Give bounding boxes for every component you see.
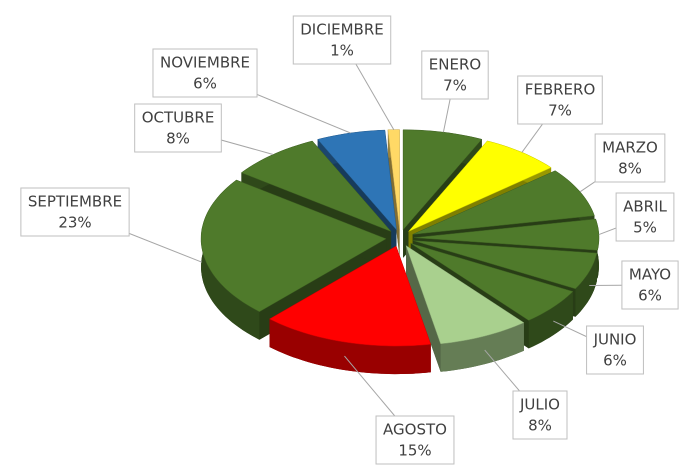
slice — [405, 244, 525, 372]
label-box — [594, 133, 666, 183]
category-label: ABRIL — [623, 198, 667, 216]
slice-wall — [440, 322, 524, 372]
value-label: 5% — [633, 219, 657, 237]
value-label: 23% — [58, 214, 91, 232]
data-label: ENERO 7% — [421, 50, 489, 133]
label-box — [375, 415, 455, 465]
slice-top — [387, 129, 400, 230]
label-box — [152, 48, 258, 98]
value-label: 6% — [638, 287, 662, 305]
slice — [268, 245, 432, 375]
category-label: JUNIO — [593, 331, 637, 349]
label-box — [586, 325, 644, 375]
value-label: 8% — [528, 417, 552, 435]
label-box — [292, 15, 392, 65]
category-label: SEPTIEMBRE — [28, 193, 122, 211]
data-label: JULIO 8% — [484, 349, 568, 440]
value-label: 6% — [193, 75, 217, 93]
value-label: 7% — [548, 102, 572, 120]
slice-side — [406, 245, 441, 372]
data-label: MARZO 8% — [579, 133, 666, 193]
data-label: SEPTIEMBRE 23% — [20, 187, 203, 263]
slice-top — [268, 245, 432, 347]
label-box — [621, 260, 679, 310]
data-label: ABRIL 5% — [598, 192, 675, 242]
slice-top — [240, 140, 392, 232]
slice-wall — [269, 319, 431, 375]
data-label: JUNIO 6% — [553, 320, 644, 375]
value-label: 7% — [443, 77, 467, 95]
value-label: 6% — [603, 352, 627, 370]
data-label: MAYO 6% — [589, 260, 679, 310]
slice-side — [387, 129, 400, 258]
value-label: 8% — [166, 130, 190, 148]
category-label: JULIO — [519, 396, 560, 414]
label-box — [134, 103, 222, 153]
label-box — [20, 187, 130, 237]
label-box — [512, 390, 568, 440]
category-label: OCTUBRE — [142, 109, 215, 127]
slice-wall — [528, 291, 573, 349]
category-label: MARZO — [602, 139, 658, 157]
label-box — [517, 75, 603, 125]
value-label: 15% — [398, 442, 431, 460]
label-box — [421, 50, 489, 100]
data-label: OCTUBRE 8% — [134, 103, 274, 155]
category-label: ENERO — [429, 56, 481, 74]
value-label: 1% — [330, 42, 354, 60]
data-label: NOVIEMBRE 6% — [152, 48, 351, 134]
data-label: DICIEMBRE 1% — [292, 15, 395, 130]
category-label: MAYO — [629, 266, 671, 284]
slice-top — [413, 240, 598, 290]
slice-top — [413, 218, 600, 251]
value-label: 8% — [618, 160, 642, 178]
data-label: AGOSTO 15% — [344, 355, 455, 465]
category-label: FEBRERO — [525, 81, 596, 99]
slice-top — [200, 179, 387, 312]
category-label: NOVIEMBRE — [160, 54, 250, 72]
data-label: FEBRERO 7% — [517, 75, 603, 153]
category-label: DICIEMBRE — [300, 21, 383, 39]
slice-wall — [575, 253, 597, 317]
category-label: AGOSTO — [383, 421, 447, 439]
label-box — [615, 192, 675, 242]
slice-top — [405, 244, 525, 345]
slice-top — [410, 243, 574, 321]
